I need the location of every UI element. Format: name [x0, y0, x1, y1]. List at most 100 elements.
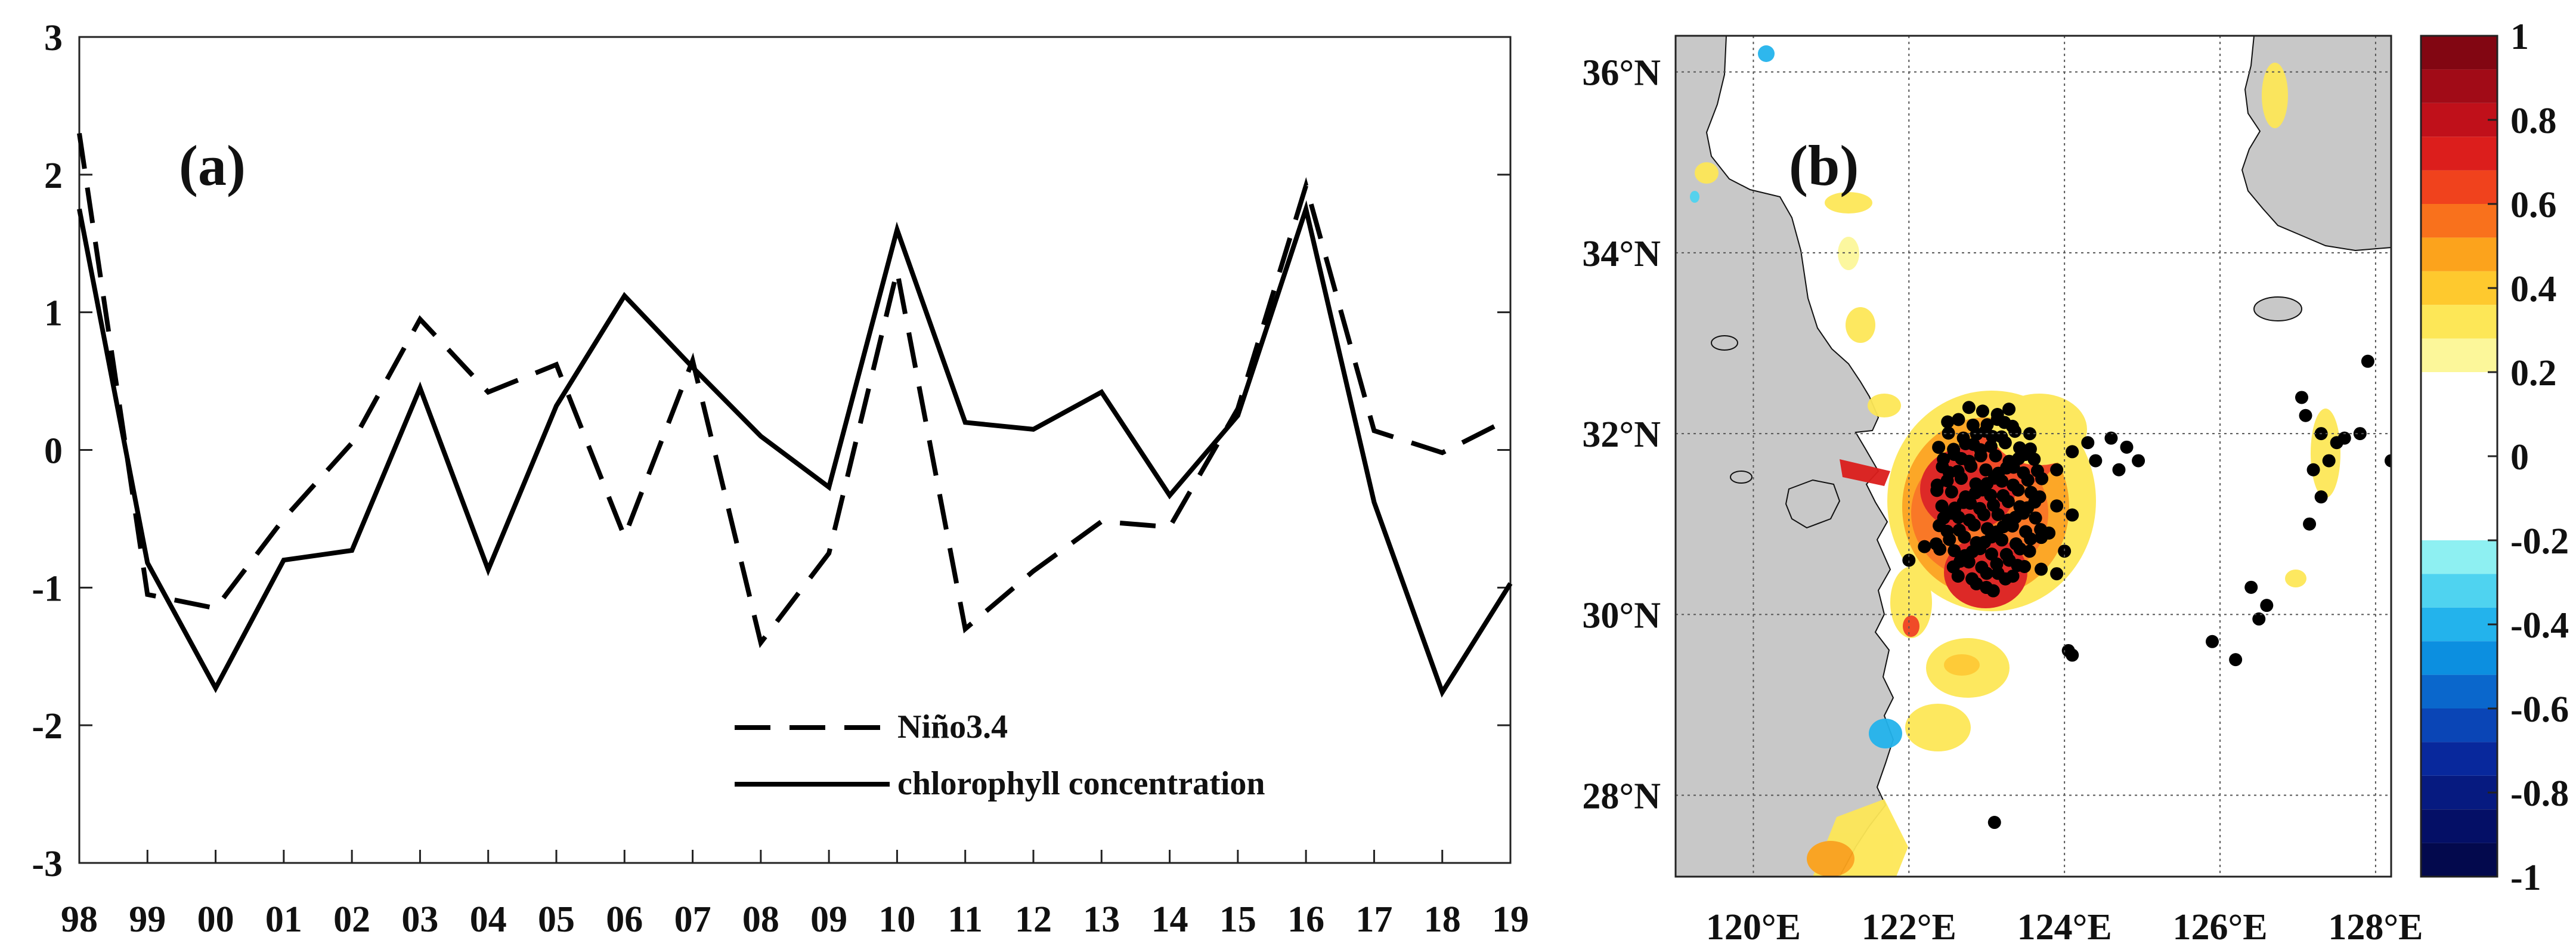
x-tick-label: 12 — [1015, 899, 1052, 940]
colorbar-segment — [2421, 103, 2497, 137]
station-dot — [2132, 454, 2145, 468]
colorbar-segment — [2421, 170, 2497, 204]
colorbar-segment — [2421, 843, 2497, 877]
station-dot — [1965, 572, 1979, 586]
colorbar-tick-label: -0.6 — [2510, 689, 2569, 730]
station-dot — [1948, 544, 1961, 558]
station-dot — [1984, 440, 1998, 453]
x-tick-label: 17 — [1355, 899, 1392, 940]
station-dot — [1987, 816, 2001, 830]
station-dot — [2066, 648, 2079, 662]
latitude-label: 28°N — [1582, 776, 1661, 817]
colorbar-segment — [2421, 674, 2497, 708]
station-dot — [2295, 391, 2308, 404]
longitude-label: 124°E — [2017, 907, 2112, 948]
y-tick-label: 1 — [44, 293, 63, 334]
station-dot — [1974, 443, 1987, 457]
colorbar-segment — [2421, 641, 2497, 675]
field-blob — [1890, 567, 1932, 638]
field-blob — [1807, 841, 1854, 877]
station-dot — [1941, 415, 1955, 429]
station-dot — [1937, 453, 1950, 466]
station-dot — [2089, 454, 2103, 468]
x-tick-label: 13 — [1083, 899, 1120, 940]
station-dot — [2029, 511, 2042, 525]
station-dot — [2019, 525, 2033, 539]
colorbar-tick-label: 0 — [2510, 437, 2529, 478]
field-blob — [1944, 654, 1980, 676]
station-dot — [2229, 653, 2243, 667]
station-dot — [2081, 436, 2095, 450]
panel-a-label: (a) — [179, 134, 246, 197]
colorbar-tick-label: 1 — [2510, 17, 2529, 57]
station-dot — [1984, 547, 1998, 561]
colorbar-segment — [2421, 137, 2497, 171]
y-tick-label: -2 — [32, 706, 63, 747]
sampling-stations — [1902, 354, 2391, 830]
field-blob — [1838, 237, 1859, 270]
station-dot — [2002, 403, 2016, 416]
x-tick-label: 11 — [948, 899, 983, 940]
y-tick-label: -1 — [32, 568, 63, 609]
x-tick-label: 02 — [333, 899, 370, 940]
x-tick-label: 14 — [1151, 899, 1188, 940]
series-line-chlorophyll — [77, 200, 1513, 698]
station-dot — [1980, 418, 1994, 432]
station-dot — [1996, 489, 2010, 503]
station-dot — [2058, 544, 2072, 558]
latitude-label: 32°N — [1582, 414, 1661, 455]
station-dot — [2206, 635, 2219, 648]
station-dot — [2023, 544, 2036, 558]
colorbar-segment — [2421, 36, 2497, 70]
panel-a-legend: Niño3.4 chlorophyll concentration — [735, 708, 1265, 802]
station-dot — [1987, 499, 2001, 512]
station-dot — [1990, 557, 2004, 571]
station-dot — [1962, 513, 1976, 527]
y-tick-label: 3 — [44, 18, 63, 58]
station-dot — [1940, 524, 1954, 538]
island-lake — [1730, 471, 1753, 484]
x-tick-label: 19 — [1492, 899, 1529, 940]
colorbar-tick-label: 0.8 — [2510, 101, 2557, 141]
station-dot — [2009, 537, 2023, 550]
colorbar-segment — [2421, 338, 2497, 372]
x-tick-label: 03 — [401, 899, 438, 940]
colorbar-tick-label: 0.6 — [2510, 185, 2557, 225]
station-dot — [1951, 465, 1965, 478]
station-dot — [2303, 517, 2317, 531]
field-blob-negative — [1869, 719, 1902, 748]
station-dot — [2244, 580, 2258, 594]
colorbar: 1 0.8 0.6 0.4 0.2 0 -0.2 -0.4 -0.6 -0.8 -1 — [2420, 17, 2569, 898]
field-blob — [1868, 394, 1901, 417]
x-tick-label: 18 — [1424, 899, 1461, 940]
colorbar-segment — [2421, 742, 2497, 776]
colorbar-segment — [2421, 69, 2497, 103]
station-dot — [1976, 404, 1989, 418]
station-dot — [2353, 427, 2367, 441]
x-tick-label: 05 — [538, 899, 575, 940]
station-dot — [2361, 354, 2374, 368]
station-dot — [1986, 584, 2000, 598]
station-dot — [2337, 431, 2351, 445]
colorbar-tick-label: -0.8 — [2510, 773, 2569, 814]
y-tick-label: 0 — [44, 431, 63, 472]
x-tick-label: 99 — [129, 899, 166, 940]
x-tick-label: 98 — [61, 899, 98, 940]
station-dot — [1947, 442, 1961, 456]
station-dot — [1979, 463, 1993, 476]
station-dot — [2017, 466, 2030, 479]
colorbar-tick-label: 0.2 — [2510, 353, 2557, 394]
x-tick-label: 06 — [606, 899, 643, 940]
colorbar-segment — [2421, 204, 2497, 238]
x-tick-label: 15 — [1219, 899, 1256, 940]
station-dot — [1995, 533, 2009, 547]
station-dot — [2050, 463, 2064, 476]
station-dot — [1999, 547, 2013, 561]
station-dot — [1902, 553, 1916, 567]
field-blob-negative — [1758, 45, 1775, 62]
colorbar-segment — [2421, 607, 2497, 642]
station-dot — [1918, 540, 1931, 553]
station-dot — [1952, 510, 1965, 524]
x-tick-label: 07 — [674, 899, 711, 940]
station-dot — [2035, 562, 2048, 576]
